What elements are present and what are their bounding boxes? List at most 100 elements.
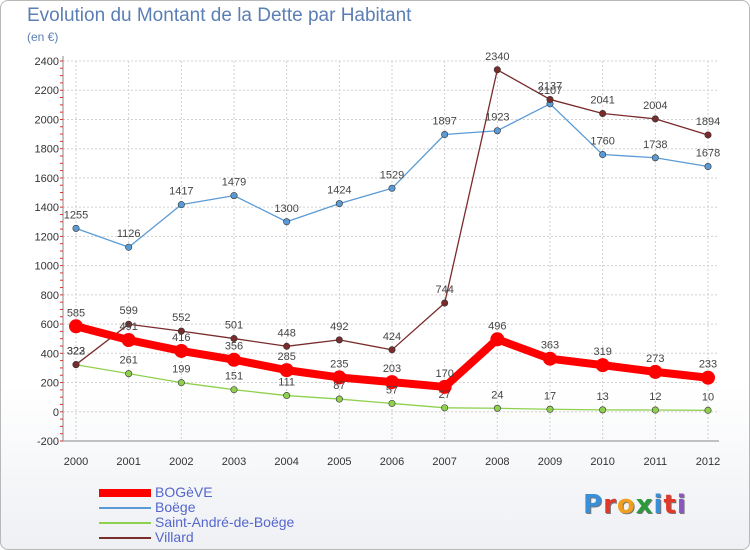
data-label: 24	[491, 389, 503, 401]
logo-letter: r	[603, 490, 617, 520]
data-point	[385, 375, 399, 390]
data-point	[125, 320, 133, 328]
data-label: 424	[383, 331, 401, 343]
data-point	[651, 406, 659, 414]
x-tick-label: 2012	[696, 456, 720, 468]
legend-item: Saint-André-de-Boëge	[99, 515, 294, 530]
data-point	[72, 361, 80, 369]
data-point	[546, 405, 554, 413]
chart-title: Evolution du Montant de la Dette par Hab…	[27, 5, 412, 26]
data-point	[599, 151, 607, 159]
x-tick-label: 2000	[64, 456, 88, 468]
proxiti-logo: Proxiti	[583, 490, 687, 520]
data-point	[283, 218, 291, 226]
data-label: 744	[435, 284, 453, 296]
data-label: 585	[67, 307, 85, 319]
data-label: 87	[333, 380, 345, 392]
data-label: 235	[330, 358, 348, 370]
data-label: 322	[67, 346, 85, 358]
data-point	[546, 95, 554, 103]
data-label: 2137	[538, 80, 562, 92]
x-tick-label: 2001	[116, 456, 140, 468]
data-point	[125, 243, 133, 251]
data-label: 599	[119, 305, 137, 317]
data-label: 416	[172, 332, 190, 344]
data-label: 1479	[222, 177, 246, 189]
y-tick-label: 1200	[35, 231, 59, 243]
data-point	[490, 332, 505, 347]
data-label: 199	[172, 364, 190, 376]
data-label: 57	[386, 384, 398, 396]
data-point	[441, 299, 449, 307]
legend-label: Villard	[155, 529, 194, 545]
data-label: 552	[172, 312, 190, 324]
legend: BOGèVE Boëge Saint-André-de-Boëge Villard	[99, 485, 294, 545]
x-tick-label: 2008	[485, 456, 509, 468]
data-point	[230, 192, 238, 200]
y-tick-label: 200	[41, 378, 59, 390]
legend-swatch	[99, 506, 151, 509]
data-label: 1424	[327, 185, 351, 197]
data-point	[335, 336, 343, 344]
data-point	[493, 127, 501, 135]
data-label: 13	[597, 391, 609, 403]
data-label: 492	[330, 321, 348, 333]
data-point	[230, 386, 238, 394]
data-label: 170	[435, 368, 453, 380]
data-label: 151	[225, 371, 243, 383]
data-point	[441, 404, 449, 412]
data-point	[388, 399, 396, 407]
data-label: 501	[225, 320, 243, 332]
data-label: 1126	[117, 228, 141, 240]
y-tick-label: 1600	[35, 173, 59, 185]
y-tick-label: 800	[41, 290, 59, 302]
chart-unit-label: (en €)	[27, 30, 59, 44]
x-tick-label: 2006	[380, 456, 404, 468]
data-point	[595, 358, 610, 373]
data-point	[599, 406, 607, 414]
data-point	[332, 370, 347, 385]
data-point	[283, 342, 291, 350]
data-point	[279, 363, 294, 378]
data-label: 356	[225, 341, 243, 353]
x-tick-label: 2003	[222, 456, 246, 468]
data-point	[388, 184, 396, 192]
data-label: 1760	[590, 136, 614, 148]
y-tick-label: 400	[41, 348, 59, 360]
y-tick-label: 0	[53, 407, 59, 419]
data-label: 2041	[590, 94, 614, 106]
y-tick-label: 1400	[35, 202, 59, 214]
data-label: 1678	[696, 148, 720, 160]
x-tick-label: 2010	[590, 456, 614, 468]
data-point	[125, 370, 133, 378]
legend-label: Saint-André-de-Boëge	[155, 514, 295, 530]
data-label: 27	[439, 389, 451, 401]
data-label: 1923	[485, 112, 509, 124]
data-label: 10	[702, 391, 714, 403]
y-tick-label: -200	[37, 436, 59, 448]
data-label: 273	[646, 353, 664, 365]
data-label: 1897	[432, 116, 456, 128]
data-point	[704, 406, 712, 414]
legend-item: Villard	[99, 530, 294, 545]
data-label: 1300	[274, 203, 298, 215]
data-label: 285	[277, 351, 295, 363]
x-tick-label: 2005	[327, 456, 351, 468]
data-point	[437, 379, 452, 394]
x-tick-label: 2011	[644, 456, 668, 468]
data-label: 17	[544, 390, 556, 402]
data-point	[283, 392, 291, 400]
data-point	[335, 395, 343, 403]
data-point	[704, 163, 712, 171]
data-label: 491	[119, 321, 137, 333]
data-label: 363	[541, 340, 559, 352]
legend-swatch	[99, 488, 151, 497]
x-tick-label: 2009	[538, 456, 562, 468]
data-label: 203	[383, 363, 401, 375]
data-label: 496	[488, 320, 506, 332]
data-label: 261	[119, 355, 137, 367]
data-point	[177, 201, 185, 209]
y-tick-label: 2000	[35, 114, 59, 126]
data-point	[335, 200, 343, 208]
